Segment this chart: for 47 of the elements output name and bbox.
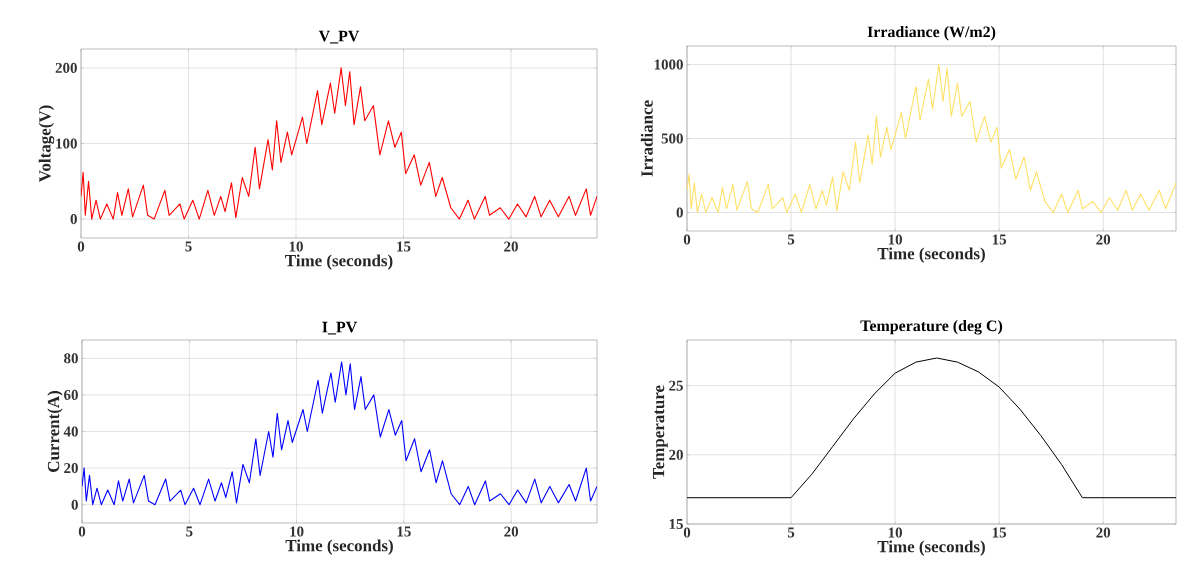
x-tick-label: 0: [78, 526, 86, 537]
line-series: [687, 357, 1177, 499]
x-tick-label: 10: [289, 241, 303, 252]
y-axis-title: Irradiance: [640, 100, 653, 177]
x-axis-title: Time (seconds): [877, 247, 985, 263]
chart-title: V_PV: [318, 30, 360, 44]
x-tick-label: 15: [992, 234, 1007, 245]
y-axis-title: Current(A): [47, 391, 63, 472]
x-axis-title: Time (seconds): [285, 539, 393, 555]
x-tick-label: 15: [992, 527, 1007, 538]
y-tick-label: 15: [669, 519, 683, 529]
x-axis-title: Time (seconds): [877, 540, 985, 556]
x-tick-label: 5: [186, 526, 193, 537]
y-axis-title: Voltage(V): [38, 105, 55, 183]
y-tick-label: 40: [63, 426, 78, 437]
x-tick-label: 0: [683, 527, 691, 538]
x-tick-label: 0: [683, 234, 691, 245]
x-tick-label: 5: [787, 234, 795, 245]
y-tick-label: 60: [64, 389, 78, 400]
x-tick-label: 0: [77, 241, 85, 252]
y-tick-label: 80: [64, 353, 78, 364]
x-tick-label: 15: [397, 526, 411, 537]
chart-title: I_PV: [322, 321, 358, 335]
x-tick-label: 10: [888, 527, 902, 538]
y-tick-label: 20: [64, 463, 78, 474]
y-axis-title: Temperature: [653, 385, 668, 479]
x-tick-label: 20: [1096, 234, 1111, 245]
chart-title: Temperature (deg C): [860, 319, 1003, 335]
x-tick-label: 10: [888, 234, 902, 245]
x-tick-label: 20: [504, 526, 519, 537]
x-tick-label: 10: [290, 526, 304, 537]
y-tick-label: 1000: [654, 59, 683, 70]
x-tick-label: 20: [504, 241, 518, 252]
y-tick-label: 100: [56, 138, 77, 149]
y-tick-label: 200: [55, 62, 77, 73]
y-tick-label: 0: [71, 499, 78, 510]
x-axis-title: Time (seconds): [285, 254, 393, 270]
y-tick-label: 20: [669, 449, 683, 460]
y-tick-label: 0: [676, 207, 683, 218]
y-tick-label: 0: [70, 214, 77, 225]
y-tick-label: 25: [669, 380, 683, 391]
x-tick-label: 20: [1096, 527, 1111, 538]
x-tick-label: 5: [185, 241, 192, 252]
x-tick-label: 15: [397, 241, 411, 252]
chart-title: Irradiance (W/m2): [867, 26, 996, 41]
x-tick-label: 5: [787, 527, 795, 538]
y-tick-label: 500: [661, 133, 683, 144]
